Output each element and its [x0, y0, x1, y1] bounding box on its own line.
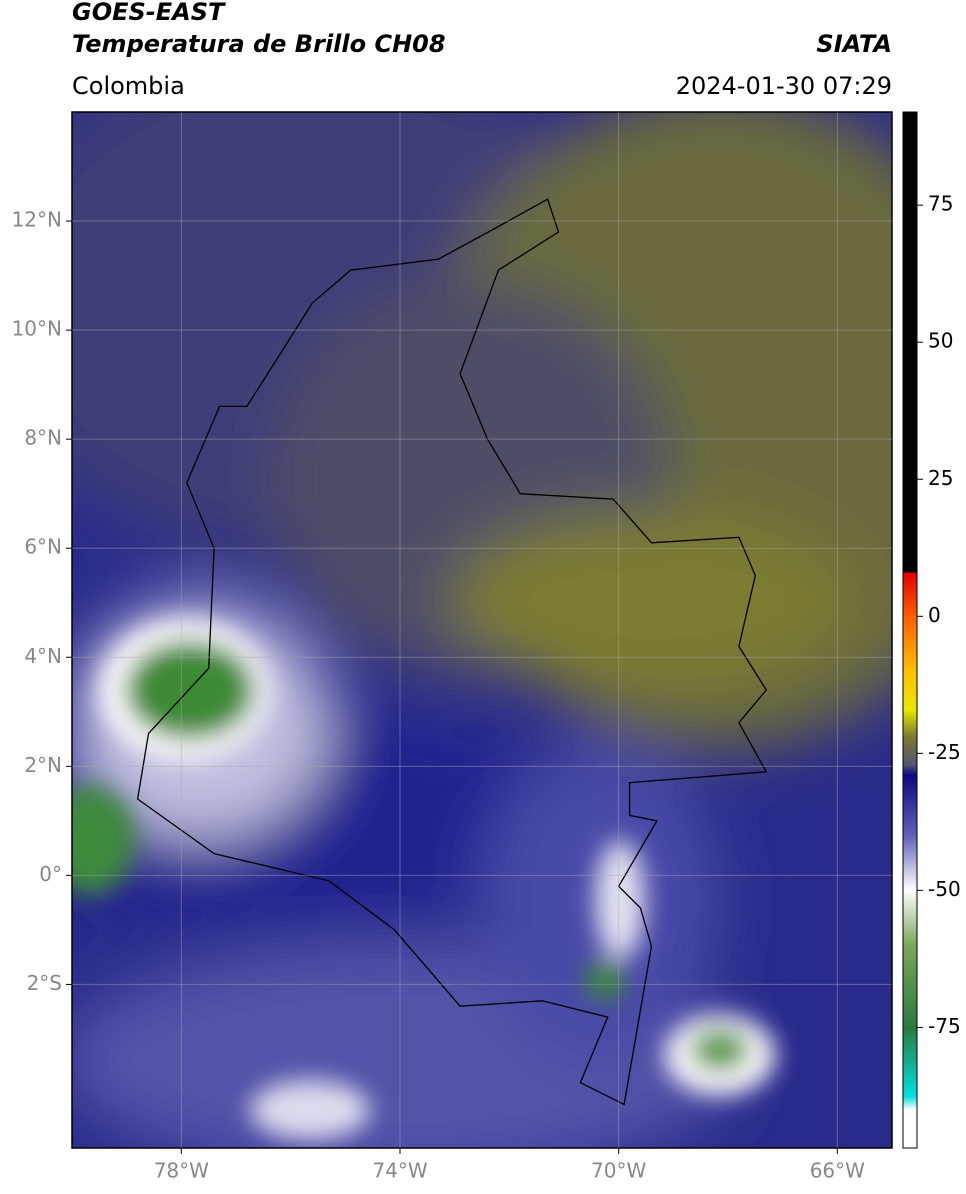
- colorbar-tick-label: 75: [928, 192, 953, 216]
- country-border: [136, 198, 768, 1106]
- colorbar-tick-label: -50: [928, 877, 961, 901]
- x-tick-label: 78°W: [154, 1159, 209, 1183]
- y-tick-label: 2°S: [27, 971, 62, 995]
- region: Colombia: [72, 72, 185, 100]
- y-tick-label: 10°N: [12, 317, 62, 341]
- satellite-image: [72, 112, 892, 1148]
- colorbar-tick-label: 25: [928, 466, 953, 490]
- colorbar-tick-label: -75: [928, 1014, 961, 1038]
- y-tick-label: 0°: [39, 862, 62, 886]
- y-tick-label: 6°N: [24, 535, 62, 559]
- y-tick-label: 8°N: [24, 426, 62, 450]
- x-tick-label: 74°W: [372, 1159, 427, 1183]
- colorbar: [902, 111, 918, 1149]
- map-frame: [71, 111, 893, 1149]
- source: SIATA: [816, 30, 892, 58]
- colorbar-tick-label: 0: [928, 603, 941, 627]
- y-tick-label: 4°N: [24, 644, 62, 668]
- datetime: 2024-01-30 07:29: [676, 72, 892, 100]
- colorbar-tick-label: -25: [928, 740, 961, 764]
- colorbar-tick-label: 50: [928, 329, 953, 353]
- y-tick-label: 2°N: [24, 753, 62, 777]
- x-tick-label: 66°W: [810, 1159, 865, 1183]
- title: GOES-EAST: [72, 0, 226, 26]
- subtitle: Temperatura de Brillo CH08: [72, 30, 446, 58]
- y-tick-label: 12°N: [12, 208, 62, 232]
- x-tick-label: 70°W: [591, 1159, 646, 1183]
